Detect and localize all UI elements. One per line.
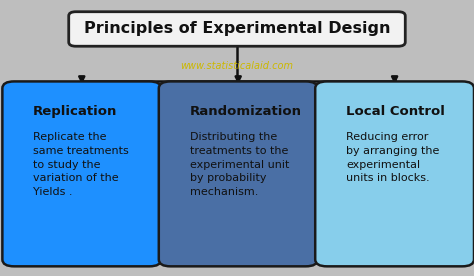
Text: Randomization: Randomization — [190, 105, 301, 118]
FancyBboxPatch shape — [315, 81, 474, 266]
Text: Distributing the
treatments to the
experimental unit
by probability
mechanism.: Distributing the treatments to the exper… — [190, 132, 289, 197]
Text: Principles of Experimental Design: Principles of Experimental Design — [84, 22, 390, 36]
Text: Reducing error
by arranging the
experimental
units in blocks.: Reducing error by arranging the experime… — [346, 132, 439, 183]
Text: Replication: Replication — [33, 105, 118, 118]
FancyBboxPatch shape — [159, 81, 318, 266]
FancyBboxPatch shape — [69, 12, 405, 46]
Text: www.statisticalaid.com: www.statisticalaid.com — [181, 61, 293, 71]
FancyBboxPatch shape — [2, 81, 161, 266]
Text: Replicate the
same treatments
to study the
variation of the
Yields .: Replicate the same treatments to study t… — [33, 132, 129, 197]
Text: Local Control: Local Control — [346, 105, 445, 118]
